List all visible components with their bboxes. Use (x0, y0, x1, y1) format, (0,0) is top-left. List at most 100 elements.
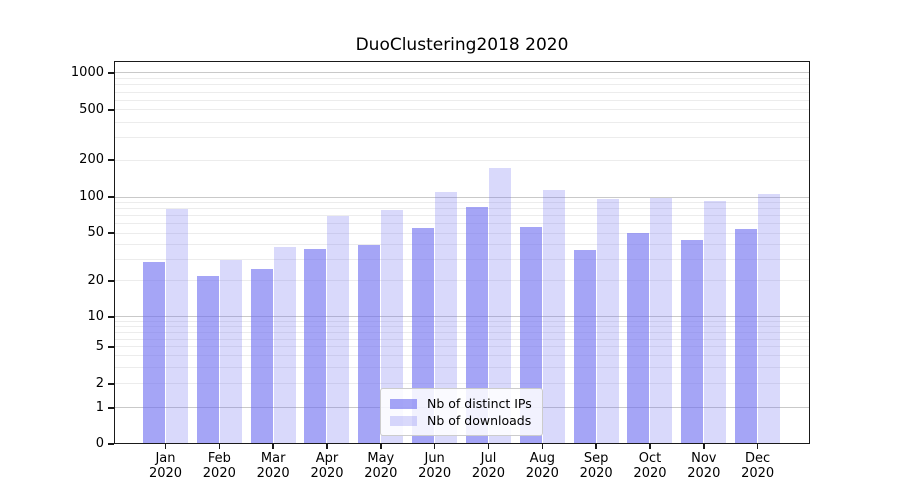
y-axis-tick-label: 1000 (70, 64, 104, 80)
minor-gridline (114, 259, 810, 261)
minor-gridline (114, 383, 810, 385)
y-axis-tick-label: 200 (79, 152, 104, 167)
minor-gridline (114, 201, 810, 203)
y-axis-tick (108, 383, 114, 385)
minor-gridline (114, 321, 810, 323)
y-axis-tick-label: 0 (95, 436, 104, 451)
x-axis-tick (380, 444, 382, 449)
x-label-month: Sep (583, 451, 609, 466)
x-label-year: 2020 (364, 466, 398, 481)
minor-gridline (114, 338, 810, 340)
legend-item-downloads: Nb of downloads (390, 413, 533, 428)
minor-gridline (114, 109, 810, 111)
y-axis-tick-label: 1 (95, 399, 104, 415)
x-axis-tick-label: Oct 2020 (618, 451, 682, 481)
minor-gridline (114, 84, 810, 86)
x-label-month: Apr (315, 451, 339, 466)
bar-downloads (650, 198, 673, 444)
minor-gridline (114, 121, 810, 123)
x-axis-tick-label: Sep 2020 (564, 451, 628, 481)
minor-gridline (114, 91, 810, 93)
y-axis-tick-label: 100 (79, 189, 104, 204)
x-axis-tick (703, 444, 705, 449)
bar-downloads (704, 200, 727, 444)
x-axis-tick-label: Mar 2020 (241, 451, 305, 481)
x-axis-tick (272, 444, 274, 449)
y-axis-tick (108, 109, 114, 111)
x-axis-tick (756, 444, 759, 449)
minor-gridline (114, 232, 810, 234)
legend-label-downloads: Nb of downloads (427, 413, 532, 428)
y-axis-tick (108, 232, 114, 234)
x-label-month: Nov (691, 451, 717, 466)
x-label-year: 2020 (687, 466, 721, 481)
bar-distinct-ips (143, 261, 165, 444)
bar-downloads (166, 208, 188, 444)
y-axis-tick (108, 72, 114, 74)
minor-gridline (114, 355, 810, 357)
x-label-month: Dec (745, 451, 771, 466)
x-label-year: 2020 (741, 466, 775, 481)
x-label-month: Feb (207, 451, 231, 466)
plot-area (114, 61, 810, 444)
x-axis-tick (326, 444, 328, 449)
chart-title: DuoClustering2018 2020 (355, 35, 569, 55)
minor-gridline (114, 99, 810, 101)
y-axis-tick (108, 196, 114, 198)
x-label-year: 2020 (633, 466, 667, 481)
x-label-year: 2020 (471, 466, 506, 481)
y-axis-tick-label: 10 (87, 308, 104, 324)
legend-label-distinct-ips: Nb of distinct IPs (427, 396, 532, 411)
y-axis-tick-label: 500 (79, 101, 104, 117)
minor-gridline (114, 346, 810, 348)
bar-distinct-ips (304, 248, 327, 444)
x-axis-tick-label: Jan 2020 (134, 451, 198, 481)
x-axis-tick-label: Feb 2020 (187, 451, 251, 481)
x-label-month: Jan (155, 451, 176, 466)
minor-gridline (114, 367, 810, 369)
bar-distinct-ips (627, 233, 650, 444)
x-axis-tick-label: Dec 2020 (726, 451, 790, 481)
x-axis-tick (433, 444, 436, 449)
minor-gridline (114, 244, 810, 246)
bar-downloads (542, 189, 565, 444)
bar-distinct-ips (196, 276, 219, 444)
x-label-month: May (367, 451, 395, 466)
minor-gridline (114, 137, 810, 139)
x-axis-tick (218, 444, 221, 449)
bar-downloads (596, 199, 619, 444)
y-axis-tick (108, 407, 114, 409)
x-label-year: 2020 (418, 466, 452, 481)
y-axis-tick-label: 20 (87, 272, 104, 288)
x-label-month: Oct (638, 451, 662, 466)
x-axis-tick-label: Apr 2020 (295, 451, 359, 481)
legend: Nb of distinct IPs Nb of downloads (380, 388, 543, 436)
y-axis-tick (108, 346, 114, 348)
minor-gridline (114, 78, 810, 80)
minor-gridline (114, 159, 810, 161)
x-label-year: 2020 (310, 466, 344, 481)
x-axis-tick-label: Jul 2020 (456, 451, 520, 481)
bar-distinct-ips (735, 229, 758, 444)
y-axis-tick (108, 159, 114, 161)
y-axis-tick (108, 443, 114, 445)
minor-gridline (114, 326, 810, 328)
bar-distinct-ips (465, 207, 488, 444)
legend-swatch-downloads (390, 415, 417, 426)
x-label-month: Mar (260, 451, 286, 466)
x-axis-tick-label: May 2020 (349, 451, 413, 481)
x-label-year: 2020 (256, 466, 290, 481)
y-axis-tick (108, 316, 114, 318)
minor-gridline (114, 215, 810, 217)
minor-gridline (114, 223, 810, 225)
x-axis-tick (164, 444, 167, 449)
bar-distinct-ips (573, 250, 596, 444)
bar-distinct-ips (358, 244, 381, 444)
y-axis-tick (108, 280, 114, 282)
x-axis-tick (541, 444, 544, 449)
bar-distinct-ips (681, 239, 704, 444)
bar-downloads (381, 209, 404, 444)
minor-gridline (114, 208, 810, 210)
major-gridline (114, 196, 810, 198)
x-label-year: 2020 (148, 466, 183, 481)
